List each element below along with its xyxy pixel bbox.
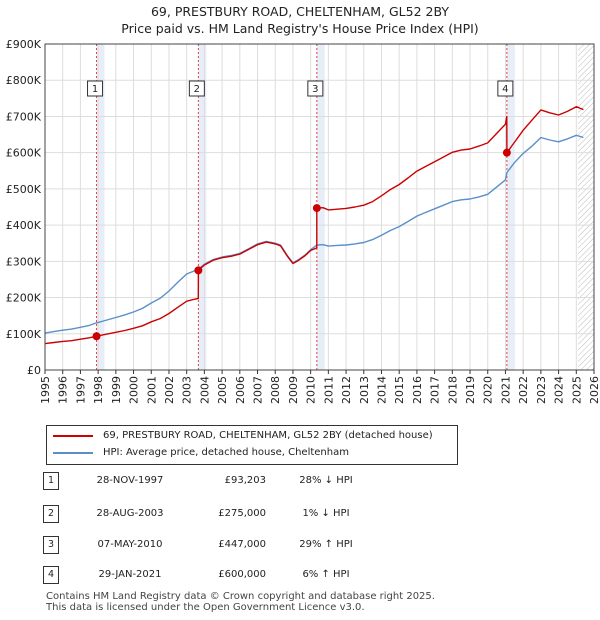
x-tick-label: 2008 xyxy=(269,376,282,404)
y-tick-label: £700K xyxy=(6,110,42,123)
sale-row-2: 2 28-AUG-2003 £275,000 1% ↓ HPI xyxy=(40,505,380,523)
sale-hpi-change: 1% ↓ HPI xyxy=(302,508,350,519)
footer-line-1: Contains HM Land Registry data © Crown c… xyxy=(46,591,435,602)
x-tick-label: 2010 xyxy=(305,376,318,404)
sale-point xyxy=(194,266,203,275)
sale-hpi-change: 29% ↑ HPI xyxy=(299,539,353,550)
footer-line-2: This data is licensed under the Open Gov… xyxy=(46,602,365,613)
sale-price: £93,203 xyxy=(224,475,266,486)
sale-date: 07-MAY-2010 xyxy=(97,539,163,550)
sale-label-number: 4 xyxy=(502,84,508,95)
x-tick-label: 2000 xyxy=(128,376,141,404)
x-tick-label: 1995 xyxy=(39,376,52,404)
sale-marker-badge: 4 xyxy=(43,566,59,584)
x-tick-label: 2026 xyxy=(588,376,600,404)
y-tick-label: £0 xyxy=(27,364,41,377)
x-tick-label: 2016 xyxy=(411,376,424,404)
x-tick-label: 2018 xyxy=(446,376,459,404)
x-tick-label: 1996 xyxy=(57,376,70,404)
x-tick-label: 1997 xyxy=(74,376,87,404)
x-tick-label: 2001 xyxy=(145,376,158,404)
attribution-footer: Contains HM Land Registry data © Crown c… xyxy=(46,591,435,613)
x-tick-label: 2009 xyxy=(287,376,300,404)
x-tick-label: 2021 xyxy=(499,376,512,404)
sale-price: £275,000 xyxy=(218,508,266,519)
sale-shade-band xyxy=(506,44,515,370)
sale-point xyxy=(92,332,101,341)
sale-marker-badge: 1 xyxy=(43,472,59,490)
sale-label-box xyxy=(188,80,205,97)
sale-label-box xyxy=(307,80,324,97)
sale-label-number: 2 xyxy=(194,84,200,95)
y-tick-label: £300K xyxy=(6,255,42,268)
x-tick-label: 2017 xyxy=(429,376,442,404)
y-tick-label: £400K xyxy=(6,219,42,232)
sale-date: 28-NOV-1997 xyxy=(96,475,164,486)
chart-subtitle: Price paid vs. HM Land Registry's House … xyxy=(121,21,479,36)
x-tick-label: 2006 xyxy=(234,376,247,404)
x-tick-label: 2023 xyxy=(535,376,548,404)
sale-date: 28-AUG-2003 xyxy=(96,508,164,519)
chart-legend: 69, PRESTBURY ROAD, CHELTENHAM, GL52 2BY… xyxy=(46,425,458,465)
sale-row-4: 4 29-JAN-2021 £600,000 6% ↑ HPI xyxy=(40,566,380,584)
sale-label-box xyxy=(87,80,104,97)
legend-swatch-property xyxy=(53,435,93,437)
y-tick-label: £900K xyxy=(6,38,42,51)
x-tick-label: 2005 xyxy=(216,376,229,404)
sale-hpi-change: 28% ↓ HPI xyxy=(299,475,353,486)
legend-label-property: 69, PRESTBURY ROAD, CHELTENHAM, GL52 2BY… xyxy=(103,430,433,441)
legend-swatch-hpi xyxy=(53,452,93,454)
x-tick-label: 2014 xyxy=(375,376,388,404)
sale-label-number: 1 xyxy=(92,84,98,95)
sale-point xyxy=(502,148,511,157)
sale-price: £447,000 xyxy=(218,539,266,550)
sale-price: £600,000 xyxy=(218,569,266,580)
x-tick-label: 2015 xyxy=(393,376,406,404)
x-tick-label: 2022 xyxy=(517,376,530,404)
x-tick-label: 2019 xyxy=(464,376,477,404)
x-tick-label: 2020 xyxy=(482,376,495,404)
chart-title: 69, PRESTBURY ROAD, CHELTENHAM, GL52 2BY xyxy=(150,4,450,19)
x-tick-label: 2002 xyxy=(163,376,176,404)
sale-shade-band xyxy=(96,44,105,370)
sale-point xyxy=(312,204,321,213)
x-tick-label: 2011 xyxy=(322,376,335,404)
y-tick-label: £100K xyxy=(6,328,42,341)
x-tick-label: 2013 xyxy=(358,376,371,404)
series-line-hpi xyxy=(44,134,584,334)
sale-label-box xyxy=(497,80,514,97)
y-tick-label: £800K xyxy=(6,74,42,87)
x-tick-label: 1999 xyxy=(110,376,123,404)
x-tick-label: 2007 xyxy=(252,376,265,404)
sale-row-1: 1 28-NOV-1997 £93,203 28% ↓ HPI xyxy=(40,472,380,490)
y-tick-label: £500K xyxy=(6,183,42,196)
y-tick-label: £200K xyxy=(6,292,42,305)
sale-hpi-change: 6% ↑ HPI xyxy=(302,569,350,580)
sale-marker-badge: 2 xyxy=(43,505,59,523)
x-tick-label: 2024 xyxy=(553,376,566,404)
sale-shade-band xyxy=(198,44,207,370)
x-tick-label: 2003 xyxy=(181,376,194,404)
series-line-property xyxy=(44,105,584,345)
forecast-hatch xyxy=(578,44,594,370)
y-tick-label: £600K xyxy=(6,147,42,160)
x-tick-label: 2025 xyxy=(570,376,583,404)
plot-frame xyxy=(44,43,595,371)
sale-shade-band xyxy=(316,44,325,370)
x-tick-label: 1998 xyxy=(92,376,105,404)
sale-row-3: 3 07-MAY-2010 £447,000 29% ↑ HPI xyxy=(40,536,380,554)
legend-label-hpi: HPI: Average price, detached house, Chel… xyxy=(103,447,349,458)
sale-label-number: 3 xyxy=(312,84,318,95)
sale-marker-badge: 3 xyxy=(43,536,59,554)
x-tick-label: 2004 xyxy=(198,376,211,404)
price-chart: £0 £100K £200K £300K £400K £500K £600K £700K £80… xyxy=(6,38,600,404)
x-tick-label: 2012 xyxy=(340,376,353,404)
sale-date: 29-JAN-2021 xyxy=(98,569,162,580)
